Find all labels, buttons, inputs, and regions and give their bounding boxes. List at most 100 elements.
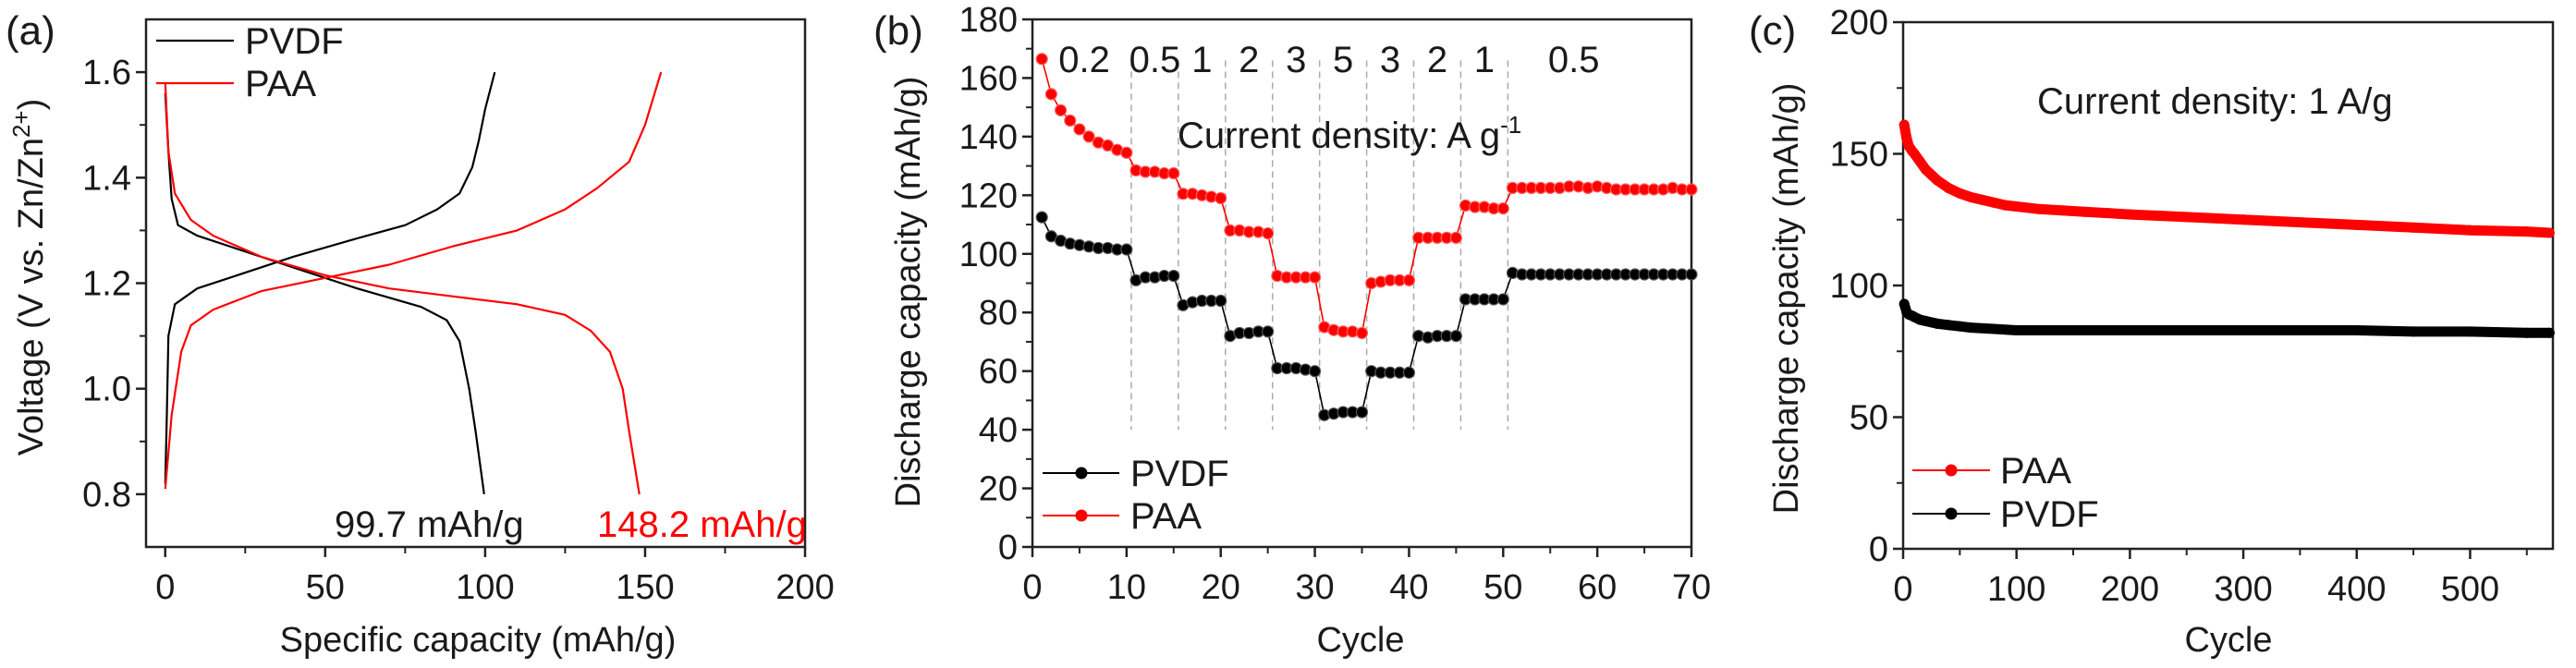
- data-point-pvdf: [1035, 211, 1048, 224]
- data-point-pvdf: [1988, 323, 1999, 334]
- panel-label: (c): [1749, 8, 1796, 54]
- y-tick-label: 1.6: [82, 54, 131, 92]
- series-paa-band: [1898, 119, 2555, 238]
- data-point-paa: [1901, 132, 1912, 143]
- data-point-pvdf: [1262, 325, 1275, 338]
- y-axis-label: Discharge capacity (mAh/g): [1767, 83, 1806, 515]
- x-tick-label: 50: [306, 568, 345, 607]
- panel-c: 0 100 200 300 400 500 0 50 100 150 200 (c) Cycle Disc…: [1749, 4, 2555, 660]
- legend-label: PAA: [245, 64, 316, 104]
- data-point-pvdf: [1496, 293, 1509, 306]
- x-tick-label: 60: [1578, 568, 1617, 607]
- rate-label: 2: [1239, 40, 1259, 80]
- y-tick-label: 20: [979, 470, 1018, 509]
- data-point-pvdf: [2068, 324, 2079, 335]
- y-tick-label: 1.2: [82, 265, 131, 304]
- data-point-paa: [1496, 202, 1509, 215]
- y-tick-label: 180: [959, 1, 1018, 40]
- data-point-paa: [1977, 194, 1988, 205]
- y-axis-label: Discharge capacity (mAh/g): [889, 77, 928, 508]
- y-tick-label: 60: [979, 353, 1018, 392]
- data-point-pvdf: [1120, 243, 1133, 256]
- data-point-paa: [1988, 197, 1999, 208]
- series-paa-discharge-line: [164, 82, 641, 495]
- rate-label: 1: [1191, 40, 1212, 80]
- y-tick-label: 100: [959, 236, 1018, 274]
- data-point-paa: [1966, 192, 1977, 203]
- data-point-pvdf: [2408, 326, 2419, 337]
- data-point-pvdf: [1685, 268, 1698, 281]
- data-point-paa: [1685, 183, 1698, 196]
- x-tick-label: 400: [2327, 570, 2386, 609]
- y-tick-label: 1.0: [82, 370, 131, 409]
- data-point-paa: [2294, 217, 2305, 228]
- x-tick-label: 20: [1202, 568, 1240, 607]
- x-tick-label: 0: [1022, 568, 1042, 607]
- x-tick-label: 30: [1295, 568, 1334, 607]
- x-tick-label: 50: [1483, 568, 1522, 607]
- rate-label: 0.5: [1129, 40, 1181, 80]
- data-point-pvdf: [2351, 324, 2362, 335]
- data-point-pvdf: [1932, 318, 1943, 329]
- legend-marker-paa: [1945, 464, 1958, 477]
- panel-a: 0 50 100 150 200 0.8 1.0 1.2 1.4 1.6 (a) Specific c…: [6, 8, 835, 660]
- data-point-paa: [1054, 103, 1068, 116]
- y-axis-label-end: ): [12, 99, 51, 111]
- data-point-pvdf: [1167, 269, 1180, 283]
- data-point-paa: [2181, 212, 2192, 223]
- data-point-paa: [1449, 231, 1462, 244]
- legend-marker-pvdf: [1075, 467, 1088, 480]
- y-tick-label: 40: [979, 411, 1018, 450]
- y-tick-label: 0: [1869, 530, 1888, 569]
- data-point-paa: [1954, 188, 1965, 199]
- data-point-paa: [1215, 191, 1227, 205]
- legend-label: PAA: [1130, 496, 1202, 537]
- x-tick-label: 100: [456, 568, 514, 607]
- x-tick-label: 0: [155, 568, 175, 607]
- legend-label: PAA: [2000, 451, 2071, 492]
- x-tick-label: 200: [2101, 570, 2159, 609]
- data-point-pvdf: [2238, 324, 2249, 335]
- x-tick-label: 0: [1893, 570, 1912, 609]
- data-point-paa: [1999, 200, 2010, 211]
- rate-label: 3: [1380, 40, 1400, 80]
- data-point-paa: [1943, 183, 1954, 194]
- data-point-pvdf: [2464, 326, 2475, 337]
- data-point-paa: [2351, 219, 2362, 230]
- data-point-pvdf: [1921, 315, 1932, 326]
- y-tick-label: 160: [959, 59, 1018, 98]
- rate-label: 3: [1286, 40, 1306, 80]
- annotation-sup: -1: [1500, 111, 1521, 139]
- annotation-pvdf-capacity: 99.7 mAh/g: [335, 504, 524, 545]
- y-tick-label: 0: [998, 528, 1018, 567]
- x-tick-label: 200: [775, 568, 834, 607]
- x-tick-label: 10: [1107, 568, 1146, 607]
- series-paa-charge-line: [164, 71, 663, 490]
- data-point-paa: [1932, 175, 1943, 186]
- x-axis-label: Specific capacity (mAh/g): [280, 621, 677, 660]
- y-axis-label: Voltage (V vs. Zn/Zn2+): [7, 99, 51, 456]
- x-axis-label: Cycle: [1316, 621, 1404, 660]
- data-point-paa: [2544, 227, 2555, 238]
- data-point-pvdf: [1943, 320, 1954, 331]
- rate-label: 0.2: [1058, 40, 1110, 80]
- data-point-paa: [2124, 209, 2135, 220]
- data-point-pvdf: [2011, 324, 2022, 335]
- series-pvdf-charge-line: [164, 71, 496, 484]
- y-tick-label: 200: [1830, 4, 1888, 43]
- panel-label: (b): [873, 8, 923, 54]
- data-point-paa: [1073, 123, 1086, 136]
- rate-label: 1: [1474, 40, 1495, 80]
- legend-marker-pvdf: [1945, 507, 1958, 520]
- x-axis-label: Cycle: [2184, 621, 2272, 660]
- data-point-paa: [2102, 208, 2113, 219]
- data-point-paa: [2033, 203, 2045, 214]
- data-point-paa: [1064, 114, 1077, 128]
- y-tick-label: 1.4: [82, 159, 131, 198]
- rate-label: 5: [1333, 40, 1353, 80]
- data-point-pvdf: [2521, 327, 2533, 338]
- rate-label: 2: [1427, 40, 1447, 80]
- data-point-paa: [2464, 225, 2475, 236]
- data-point-pvdf: [1402, 366, 1416, 379]
